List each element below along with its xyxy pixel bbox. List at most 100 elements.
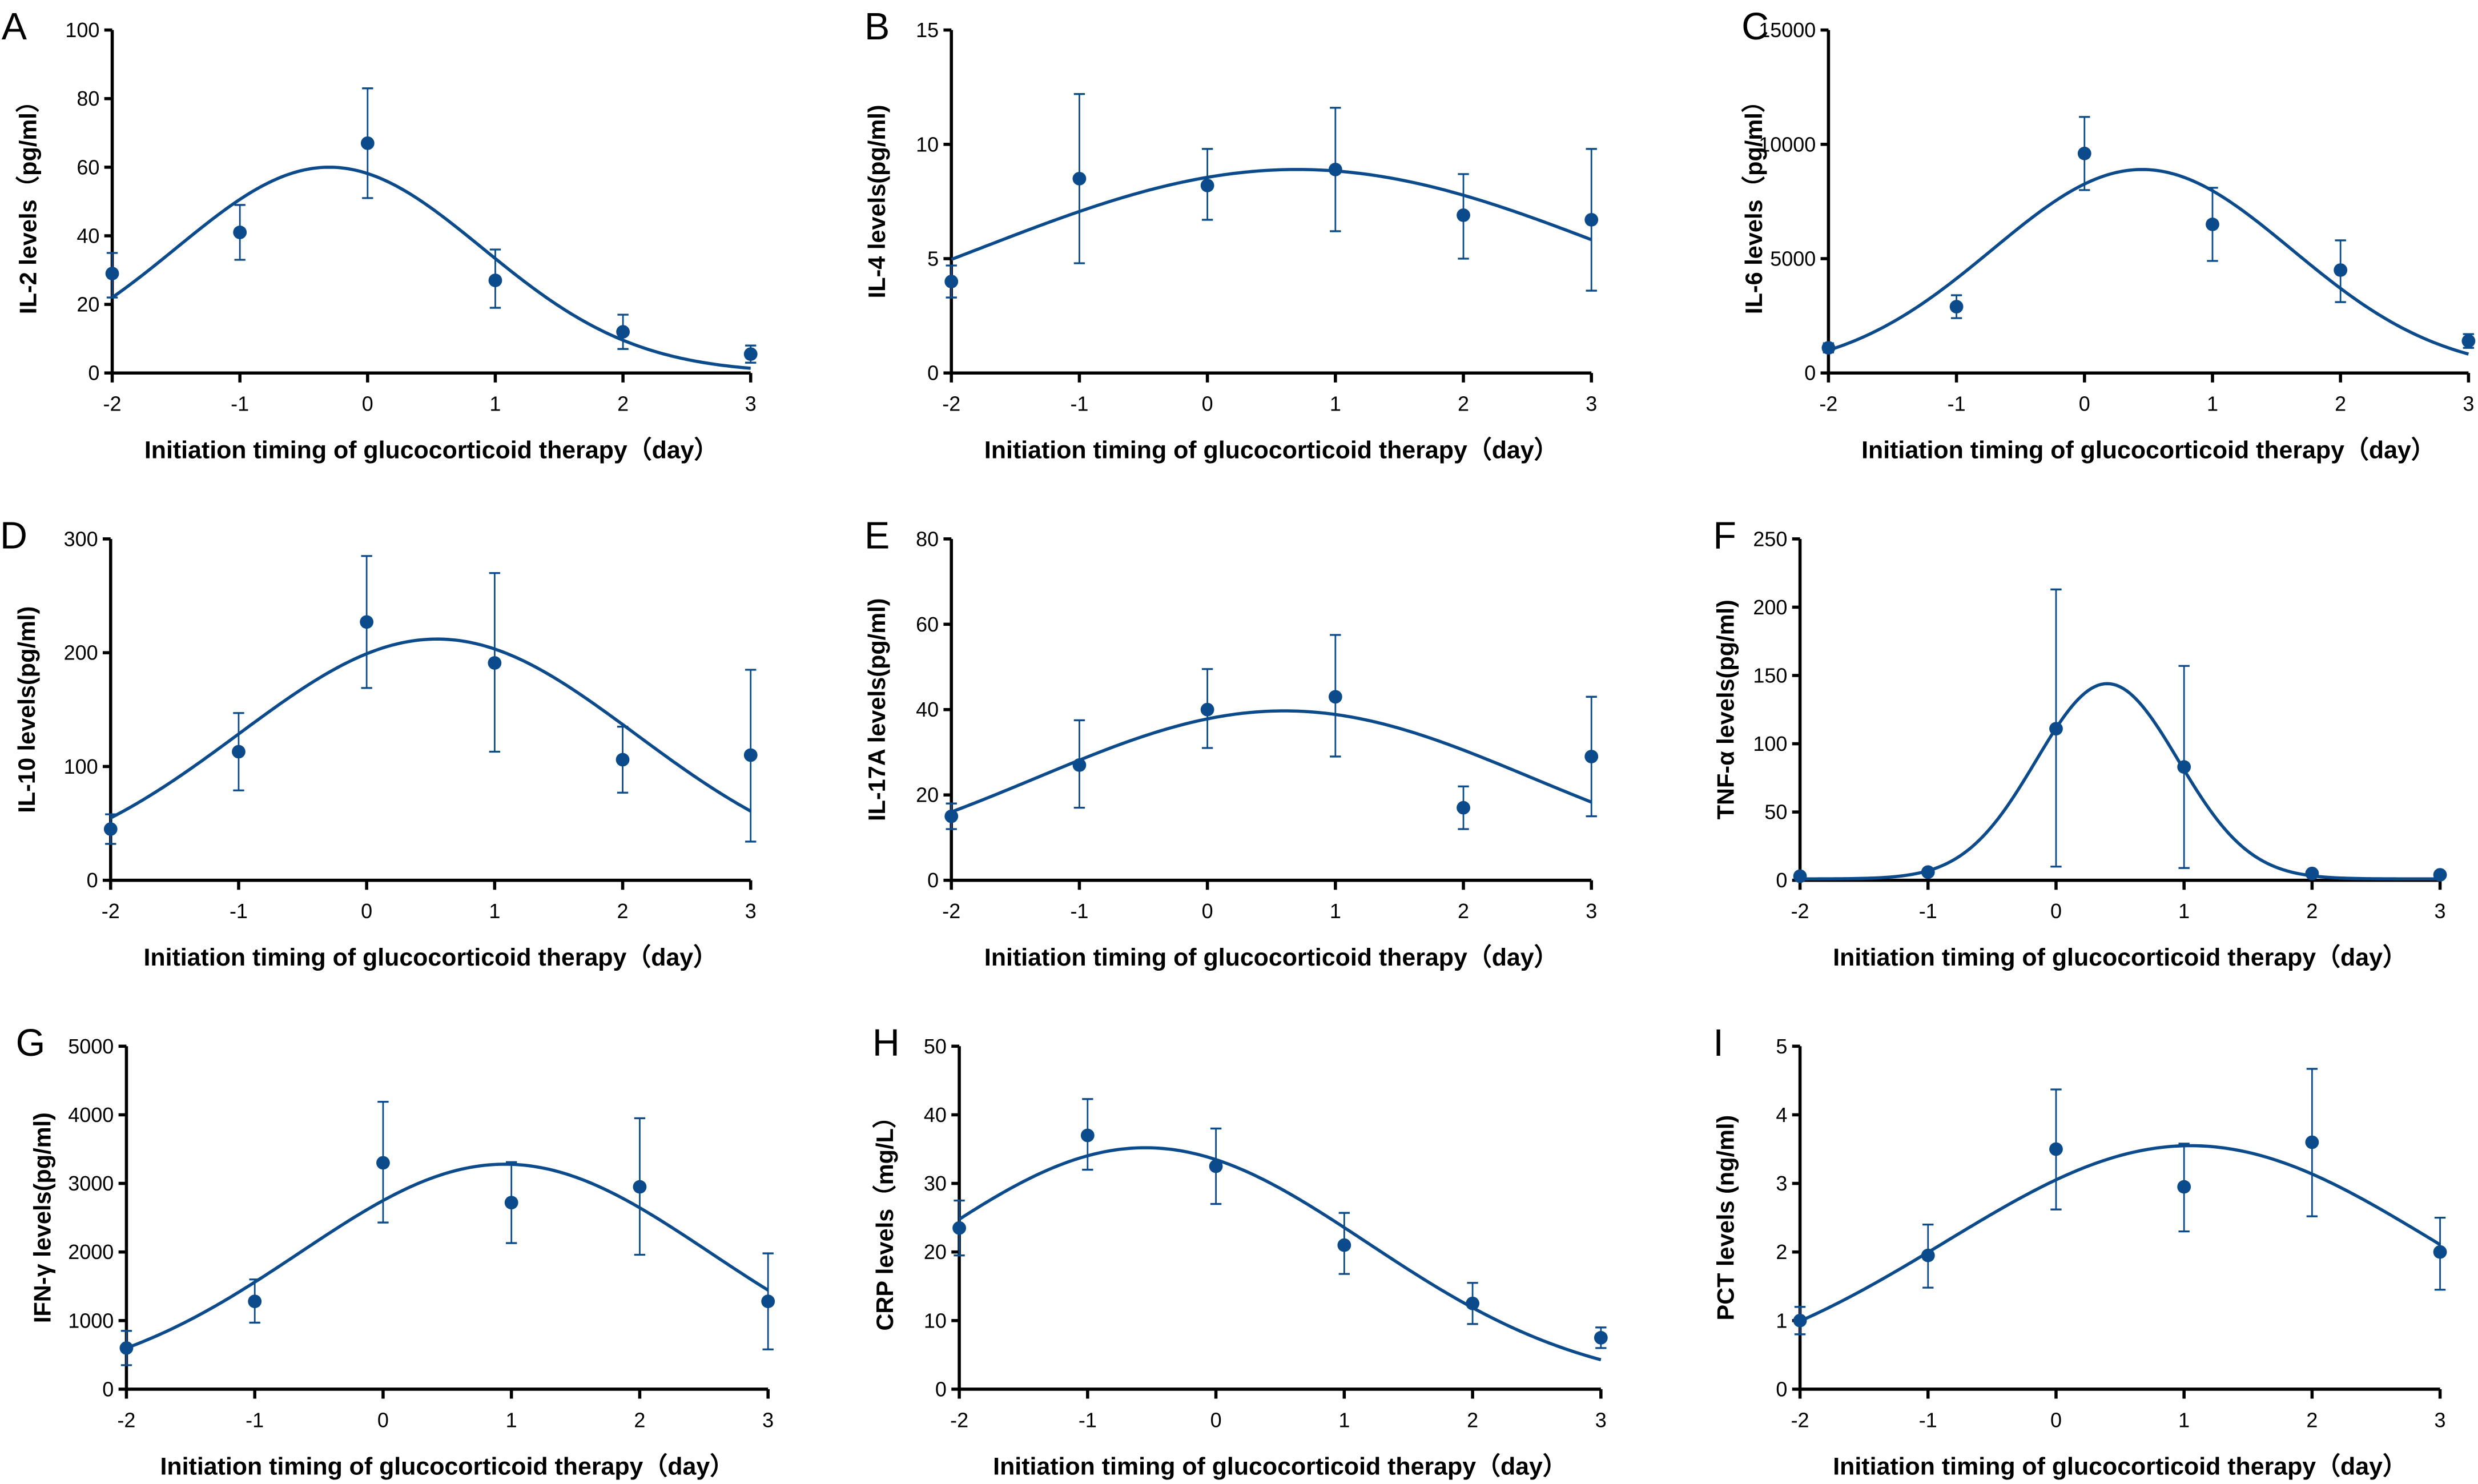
data-point bbox=[1457, 208, 1470, 222]
data-point bbox=[232, 745, 246, 759]
x-axis-label: Initiation timing of glucocorticoid ther… bbox=[144, 437, 719, 464]
y-tick-label: 2000 bbox=[68, 1240, 114, 1264]
data-point bbox=[633, 1180, 647, 1194]
x-tick-label: 1 bbox=[1338, 1408, 1350, 1431]
data-point bbox=[616, 753, 630, 767]
data-point bbox=[944, 809, 959, 823]
data-point bbox=[2433, 868, 2447, 882]
y-tick-label: 0 bbox=[935, 1377, 947, 1401]
panel-a: A 0 20 40 60 80 100 -2 -1 0 1 2 3 Initiation timing o… bbox=[2, 6, 758, 464]
data-point bbox=[743, 748, 758, 762]
panel-c: C 0 5000 10000 15000 -2 -1 0 1 2 3 Initiation timin… bbox=[1740, 6, 2476, 464]
y-axis-label: IL-6 levels（pg/ml） bbox=[1740, 89, 1767, 314]
y-tick-label: 250 bbox=[1753, 527, 1787, 550]
data-point bbox=[944, 275, 959, 288]
y-tick-label: 200 bbox=[64, 641, 98, 665]
panel-label: H bbox=[872, 1022, 900, 1064]
x-tick-label: -2 bbox=[942, 899, 960, 923]
panel-label: E bbox=[864, 514, 890, 557]
x-tick-label: 2 bbox=[2335, 392, 2346, 416]
y-tick-label: 3000 bbox=[68, 1172, 114, 1195]
y-tick-label: 0 bbox=[1776, 1377, 1787, 1401]
data-point bbox=[2305, 866, 2319, 880]
fit-curve bbox=[958, 1146, 1602, 1362]
x-axis-label: Initiation timing of glucocorticoid ther… bbox=[1833, 944, 2407, 971]
x-tick-label: 1 bbox=[2207, 392, 2218, 416]
panel-label: F bbox=[1713, 514, 1736, 557]
x-axis-label: Initiation timing of glucocorticoid ther… bbox=[160, 1453, 735, 1480]
x-tick-label: -2 bbox=[942, 392, 960, 416]
x-tick-label: -1 bbox=[1079, 1408, 1097, 1431]
y-tick-label: 1000 bbox=[68, 1309, 114, 1332]
data-point bbox=[2433, 1245, 2447, 1259]
y-tick-label: 4000 bbox=[68, 1103, 114, 1127]
x-tick-label: -2 bbox=[103, 392, 122, 416]
fit-curve bbox=[110, 637, 752, 819]
x-tick-label: 3 bbox=[1595, 1408, 1607, 1431]
y-tick-label: 80 bbox=[77, 87, 99, 110]
data-point bbox=[761, 1294, 775, 1309]
x-tick-label: 2 bbox=[617, 392, 629, 416]
x-tick-label: 2 bbox=[2306, 1408, 2318, 1431]
x-tick-label: -2 bbox=[1819, 392, 1837, 416]
y-tick-label: 1 bbox=[1776, 1309, 1787, 1332]
x-axis-label: Initiation timing of glucocorticoid ther… bbox=[984, 437, 1559, 464]
data-point bbox=[1457, 801, 1470, 815]
x-tick-label: -1 bbox=[246, 1408, 264, 1431]
panel-h: H 0 10 20 30 40 50 -2 -1 0 1 2 3 Initiation timing of… bbox=[871, 1022, 1608, 1480]
y-tick-label: 4 bbox=[1776, 1103, 1787, 1127]
x-tick-label: 3 bbox=[1586, 392, 1597, 416]
data-point bbox=[2206, 218, 2219, 231]
y-tick-label: 20 bbox=[924, 1240, 947, 1264]
y-tick-label: 100 bbox=[65, 18, 99, 42]
panel-label: D bbox=[0, 514, 27, 557]
y-tick-label: 0 bbox=[1804, 361, 1816, 385]
y-tick-label: 80 bbox=[916, 527, 939, 550]
data-point bbox=[2305, 1135, 2319, 1149]
data-point bbox=[1328, 690, 1342, 704]
data-point bbox=[488, 274, 502, 287]
x-tick-label: -1 bbox=[230, 899, 248, 923]
data-point bbox=[1584, 213, 1599, 227]
x-axis-label: Initiation timing of glucocorticoid ther… bbox=[1833, 1453, 2407, 1480]
panel-e: E 0 20 40 60 80 -2 -1 0 1 2 3 Initiation timing of g… bbox=[863, 514, 1599, 971]
data-point bbox=[2049, 1142, 2063, 1156]
y-tick-label: 30 bbox=[924, 1172, 947, 1195]
y-tick-label: 0 bbox=[102, 1377, 114, 1401]
data-point bbox=[376, 1156, 390, 1170]
data-point bbox=[1072, 758, 1087, 772]
panel-label: C bbox=[1741, 6, 1769, 48]
y-tick-label: 5000 bbox=[1770, 247, 1816, 270]
x-tick-label: 3 bbox=[2463, 392, 2474, 416]
data-point bbox=[1793, 869, 1807, 883]
y-axis-label: IL-10 levels(pg/ml) bbox=[13, 606, 40, 813]
x-tick-label: 1 bbox=[489, 899, 500, 923]
data-point bbox=[105, 267, 119, 280]
y-tick-label: 10000 bbox=[1759, 132, 1816, 156]
y-tick-label: 10 bbox=[924, 1309, 947, 1332]
panel-label: I bbox=[1713, 1022, 1723, 1064]
fit-curve bbox=[1800, 682, 2440, 881]
x-tick-label: -1 bbox=[1919, 1408, 1937, 1431]
x-tick-label: 0 bbox=[362, 392, 373, 416]
data-point bbox=[1821, 341, 1836, 355]
y-tick-label: 5000 bbox=[68, 1035, 114, 1058]
y-tick-label: 150 bbox=[1753, 663, 1787, 687]
x-tick-label: 2 bbox=[1467, 1408, 1478, 1431]
y-tick-label: 0 bbox=[927, 868, 939, 892]
panel-label: A bbox=[2, 6, 27, 48]
fit-curve bbox=[126, 1163, 769, 1350]
x-tick-label: 1 bbox=[1330, 899, 1341, 923]
data-point bbox=[119, 1341, 134, 1355]
y-tick-label: 0 bbox=[1776, 868, 1787, 892]
panel-i: I 0 1 2 3 4 5 -2 -1 0 1 2 3 Initiation timing of gluc… bbox=[1712, 1022, 2447, 1480]
y-axis-label: PCT levels (ng/ml) bbox=[1712, 1115, 1739, 1321]
y-axis-label: IL-2 levels（pg/ml） bbox=[15, 89, 42, 314]
x-tick-label: 0 bbox=[1202, 899, 1213, 923]
data-point bbox=[2177, 760, 2191, 774]
x-tick-label: 1 bbox=[2178, 899, 2190, 923]
x-tick-label: -2 bbox=[102, 899, 120, 923]
x-tick-label: -1 bbox=[231, 392, 249, 416]
y-tick-label: 40 bbox=[77, 224, 99, 247]
